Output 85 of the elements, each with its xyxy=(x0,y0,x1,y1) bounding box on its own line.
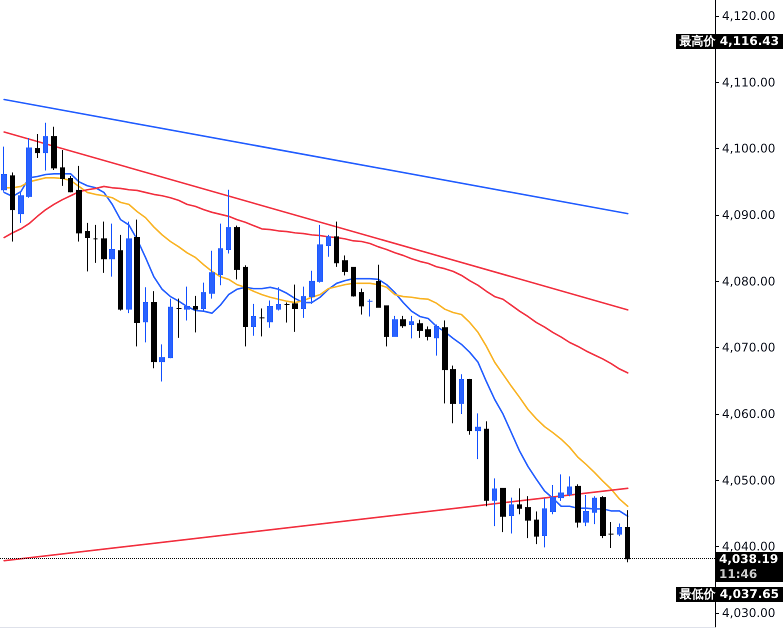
candlestick xyxy=(35,134,40,158)
candlestick xyxy=(118,234,123,312)
candlestick xyxy=(276,286,281,312)
candlestick xyxy=(442,320,448,404)
y-tick-label: 4,090.00 xyxy=(722,208,776,222)
candlestick xyxy=(93,224,98,264)
candlestick xyxy=(425,326,431,341)
candlestick xyxy=(617,522,622,537)
candlestick xyxy=(292,284,298,332)
candlestick xyxy=(10,172,15,242)
candlestick xyxy=(400,315,406,328)
candlestick xyxy=(201,282,206,312)
y-tick-label: 4,120.00 xyxy=(722,8,776,23)
candlestick xyxy=(267,300,273,328)
candlestick xyxy=(376,264,381,308)
ref-line-label: 4,038.19 xyxy=(719,552,779,567)
y-tick-label: 4,050.00 xyxy=(722,473,776,488)
candlestick xyxy=(434,324,439,356)
candlestick xyxy=(143,286,148,343)
candlestick xyxy=(151,290,157,369)
candlestick xyxy=(101,221,107,274)
candlestick xyxy=(168,298,173,359)
candlestick xyxy=(251,303,256,336)
candlestick xyxy=(109,223,115,278)
candlestick xyxy=(85,222,90,272)
candlestick xyxy=(600,496,606,539)
candlestick xyxy=(542,498,547,548)
y-tick-label: 4,040.00 xyxy=(722,540,776,554)
candlestick xyxy=(517,488,522,515)
y-tick-label: 4,030.00 xyxy=(722,606,776,620)
candlestick xyxy=(134,219,140,347)
candlestick xyxy=(18,191,24,224)
candlestick xyxy=(234,225,240,280)
y-tick-label: 4,100.00 xyxy=(722,142,776,156)
candlestick xyxy=(209,250,215,300)
candlestick xyxy=(243,264,248,347)
candlestick xyxy=(326,234,331,258)
candlestick xyxy=(608,522,614,549)
candlestick xyxy=(218,223,223,286)
candlestick xyxy=(525,496,531,539)
candlestick xyxy=(301,286,306,318)
candlestick xyxy=(43,122,48,172)
candlestick xyxy=(509,497,514,534)
candlestick xyxy=(467,378,472,436)
candlestick xyxy=(334,221,339,268)
text: 11:46 xyxy=(719,566,758,582)
candlestick xyxy=(51,126,57,170)
y-tick-label: 4,080.00 xyxy=(722,274,776,288)
candlestick xyxy=(534,511,539,545)
candlestick xyxy=(492,478,497,527)
candlestick xyxy=(317,224,323,284)
candlestick xyxy=(176,298,182,338)
candlestick xyxy=(159,344,165,382)
candlestick xyxy=(184,286,190,321)
candlestick xyxy=(575,484,581,528)
y-tick-label: 4,060.00 xyxy=(722,407,776,422)
y-tick-label: 4,110.00 xyxy=(722,75,776,90)
candlestick xyxy=(359,288,364,315)
candlestick xyxy=(558,474,564,502)
candlestick xyxy=(309,270,315,304)
candlestick xyxy=(392,315,398,337)
text: 最高价 4,116.43 xyxy=(676,34,783,49)
candlestick xyxy=(226,189,231,254)
candlestick xyxy=(342,254,348,276)
candlestick xyxy=(484,420,489,507)
candlestick xyxy=(450,365,456,424)
y-tick-label: 4,070.00 xyxy=(722,340,776,355)
candlestick xyxy=(384,305,389,347)
candlestick xyxy=(567,476,572,497)
candlestick xyxy=(367,298,373,317)
candlestick xyxy=(60,149,65,186)
candlestick xyxy=(259,308,265,337)
line-series xyxy=(3,186,629,374)
candlestick xyxy=(459,374,464,415)
candlestick xyxy=(351,266,356,298)
candlestick xyxy=(126,221,132,314)
candlestick xyxy=(284,302,290,323)
candlestick xyxy=(409,315,414,339)
candlestick xyxy=(76,165,82,242)
candlestick xyxy=(193,295,198,333)
candlestick xyxy=(475,412,481,460)
candlestick xyxy=(68,175,73,193)
text: 最低价 4,037.65 xyxy=(676,586,783,602)
candlestick xyxy=(500,488,506,533)
candlestick xyxy=(417,319,423,338)
